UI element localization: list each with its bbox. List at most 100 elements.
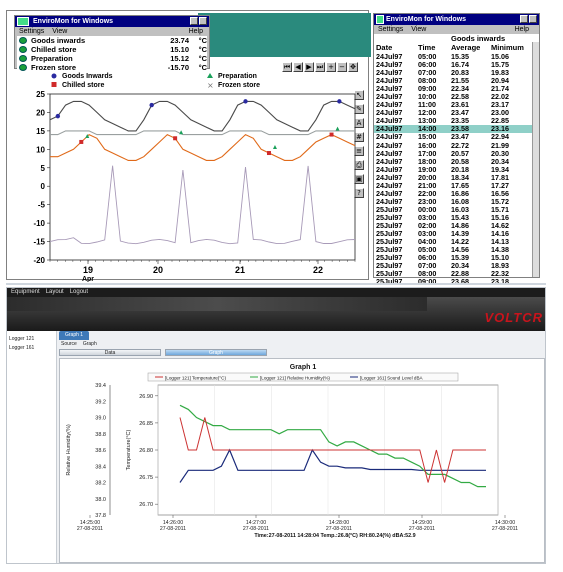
last-icon[interactable]: ⏭ <box>315 62 325 72</box>
table-row[interactable]: 24Jul97 21:00 17.65 17.27 <box>374 180 539 190</box>
menu-help[interactable]: Help <box>514 26 529 33</box>
table-window-titlebar[interactable]: EnviroMon for Windows <box>374 14 539 25</box>
cell-minimum: 14.62 <box>491 220 509 230</box>
sensor-row[interactable]: Goods inwards 23.74 °C <box>17 36 207 45</box>
cell-minimum: 21.99 <box>491 140 509 150</box>
pan-icon[interactable]: ✥ <box>348 62 358 72</box>
tool-help-icon[interactable]: ? <box>354 188 364 198</box>
menu-equipment[interactable]: Equipment <box>11 289 40 295</box>
table-row[interactable]: 24Jul97 05:00 15.35 15.06 <box>374 52 539 61</box>
menu-settings[interactable]: Settings <box>378 26 404 33</box>
subtab-source[interactable]: Source <box>61 341 77 347</box>
prev-icon[interactable]: ◀ <box>293 62 303 72</box>
cell-date: 24Jul97 <box>376 132 403 142</box>
table-row[interactable]: 24Jul97 23:00 16.08 15.72 <box>374 197 539 206</box>
graph-button[interactable]: Graph <box>165 349 267 356</box>
minimize-icon[interactable] <box>190 17 198 25</box>
table-row[interactable]: 25Jul97 04:00 14.22 14.13 <box>374 238 539 246</box>
tool-text-icon[interactable]: A <box>354 118 364 128</box>
cell-time: 22:00 <box>418 188 437 198</box>
table-row[interactable]: 24Jul97 19:00 20.18 19.34 <box>374 164 539 174</box>
series-line <box>179 448 486 483</box>
source-graph-tabs: Source Graph <box>61 341 97 347</box>
cell-minimum: 23.17 <box>491 100 509 110</box>
x-tick-label: 27-08-2011 <box>492 526 518 532</box>
table-row[interactable]: 25Jul97 03:00 15.43 15.16 <box>374 212 539 222</box>
cell-average: 14.86 <box>451 220 469 230</box>
menu-help[interactable]: Help <box>188 28 203 35</box>
table-row[interactable]: 24Jul97 20:00 18.34 17.81 <box>374 173 539 182</box>
cell-time: 12:00 <box>418 108 437 118</box>
table-row[interactable]: 25Jul97 00:00 16.03 15.71 <box>374 205 539 214</box>
menu-layout[interactable]: Layout <box>45 289 64 295</box>
minimize-icon[interactable] <box>520 15 528 23</box>
col-average[interactable]: Average <box>451 43 481 52</box>
zoom-out-icon[interactable]: − <box>337 62 347 72</box>
table-row[interactable]: 25Jul97 02:00 14.86 14.62 <box>374 220 539 230</box>
table-row[interactable]: 24Jul97 10:00 22.58 22.02 <box>374 93 539 101</box>
table-row[interactable]: 25Jul97 09:00 23.68 23.18 <box>374 278 539 286</box>
table-scrollbar[interactable] <box>532 42 539 277</box>
sensor-row[interactable]: Chilled store 15.10 °C <box>17 45 207 54</box>
maximize-icon[interactable] <box>529 15 537 23</box>
prep-marker <box>335 126 340 131</box>
menu-logout[interactable]: Logout <box>69 289 89 295</box>
menu-settings[interactable]: Settings <box>19 28 45 35</box>
tab-graph-1[interactable]: Graph 1 <box>59 331 90 340</box>
next-icon[interactable]: ▶ <box>304 62 314 72</box>
table-row[interactable]: 24Jul97 09:00 22.34 21.74 <box>374 85 539 93</box>
table-row[interactable]: 24Jul97 13:00 23.35 22.85 <box>374 117 539 125</box>
table-row[interactable]: 25Jul97 07:00 20.34 18.93 <box>374 262 539 270</box>
maximize-icon[interactable] <box>199 17 207 25</box>
table-row[interactable]: 24Jul97 18:00 20.58 20.34 <box>374 157 539 166</box>
tool-save-icon[interactable]: ▣ <box>354 174 364 184</box>
table-row[interactable]: 24Jul97 11:00 23.61 23.17 <box>374 101 539 109</box>
logger-item-161[interactable]: Logger 161 <box>9 345 35 351</box>
sensor-row[interactable]: Frozen store -15.70 °C <box>17 63 207 72</box>
tool-print-icon[interactable]: ⎙ <box>354 160 364 170</box>
table-row[interactable]: 25Jul97 06:00 15.39 15.10 <box>374 254 539 262</box>
cell-minimum: 18.93 <box>491 261 509 271</box>
col-date[interactable]: Date <box>376 43 393 52</box>
col-time[interactable]: Time <box>418 43 436 52</box>
col-minimum[interactable]: Minimum <box>491 43 524 52</box>
subtab-graph[interactable]: Graph <box>82 341 97 347</box>
table-row[interactable]: 24Jul97 22:00 16.86 16.56 <box>374 188 539 198</box>
sensor-name: Preparation <box>31 54 73 63</box>
table-row[interactable]: 24Jul97 12:00 23.47 23.00 <box>374 109 539 117</box>
table-menubar: Settings View Help <box>374 25 539 34</box>
cell-date: 25Jul97 <box>376 277 403 287</box>
menu-view[interactable]: View <box>411 26 427 33</box>
data-button[interactable]: Data <box>59 349 161 356</box>
cell-date: 24Jul97 <box>376 188 403 198</box>
x-tick-label: 27-08-2011 <box>409 526 435 532</box>
legend-label: [Logger 161] Sound Level dBA <box>360 376 424 381</box>
first-icon[interactable]: ⏮ <box>282 62 292 72</box>
cell-date: 25Jul97 <box>376 253 403 263</box>
table-row[interactable]: 24Jul97 07:00 20.83 19.83 <box>374 69 539 77</box>
table-row[interactable]: 24Jul97 17:00 20.57 20.30 <box>374 149 539 158</box>
cell-average: 20.83 <box>451 68 469 78</box>
cell-average: 20.18 <box>451 164 469 174</box>
table-row[interactable]: 24Jul97 16:00 22.72 21.99 <box>374 140 539 150</box>
zoom-in-icon[interactable]: + <box>326 62 336 72</box>
table-row[interactable]: 25Jul97 08:00 22.88 22.32 <box>374 270 539 278</box>
cell-time: 21:00 <box>418 180 437 190</box>
tool-table-icon[interactable]: ≡ <box>354 146 364 156</box>
table-row[interactable]: 25Jul97 05:00 14.56 14.38 <box>374 246 539 254</box>
cell-minimum: 22.85 <box>491 116 509 126</box>
cell-average: 15.43 <box>451 212 469 222</box>
table-row[interactable]: 25Jul97 03:00 14.39 14.16 <box>374 230 539 238</box>
table-row[interactable]: 24Jul97 08:00 21.55 20.94 <box>374 77 539 85</box>
table-row[interactable]: 24Jul97 14:00 23.58 23.16 <box>374 125 539 134</box>
table-row[interactable]: 24Jul97 15:00 23.47 22.94 <box>374 133 539 141</box>
tool-cursor-icon[interactable]: ↖ <box>354 90 364 100</box>
menu-view[interactable]: View <box>52 28 68 35</box>
cell-time: 05:00 <box>418 52 437 61</box>
tool-grid-icon[interactable]: # <box>354 132 364 142</box>
logger-item-121[interactable]: Logger 121 <box>9 336 35 342</box>
sensor-row[interactable]: Preparation 15.12 °C <box>17 54 207 63</box>
sensor-window-titlebar[interactable]: EnviroMon for Windows <box>15 16 209 27</box>
table-row[interactable]: 24Jul97 06:00 16.74 15.75 <box>374 61 539 69</box>
